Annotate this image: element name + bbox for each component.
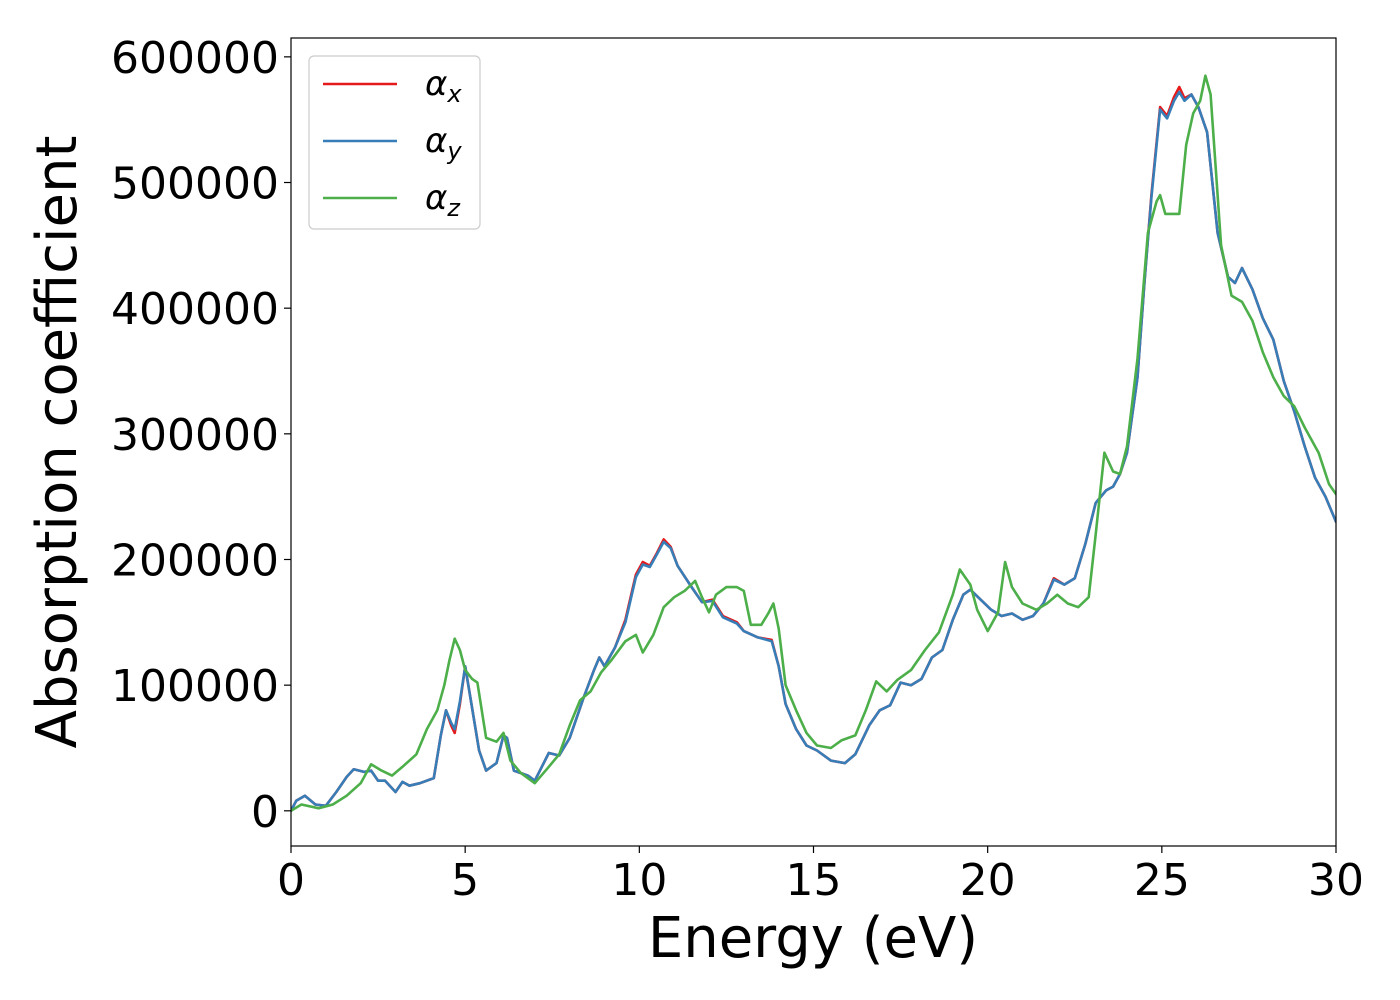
y-tick-label: 400000 [111,284,279,335]
legend-subscript: y [446,137,462,165]
series-layer [291,74,1336,813]
x-axis-title: Energy (eV) [648,906,978,971]
legend-subscript: x [446,80,462,108]
legend-label-x: αx [425,64,462,108]
y-tick-label: 600000 [111,33,279,84]
legend-box [308,55,481,230]
y-tick-label: 300000 [111,410,279,461]
legend-label-y: αy [425,121,462,165]
x-tick-label: 10 [611,855,667,906]
legend-label-z: αz [425,178,461,222]
y-tick-label: 0 [251,787,279,838]
y-tick-label: 500000 [111,159,279,210]
legend-symbol: α [425,64,447,104]
x-tick-label: 20 [960,855,1016,906]
legend-symbol: α [425,178,447,218]
x-tick-label: 30 [1308,855,1364,906]
series-line-y [291,90,1336,813]
x-tick-label: 0 [277,855,305,906]
x-axis-ticks: 0 5 10 15 20 25 30 [277,846,1364,906]
x-tick-label: 15 [786,855,842,906]
x-tick-label: 25 [1134,855,1190,906]
y-axis-title: Absorption coefficient [25,136,90,749]
y-tick-label: 200000 [111,535,279,586]
series-line-z [291,74,1336,813]
legend-symbol: α [425,121,447,161]
legend-subscript: z [446,194,461,222]
y-tick-label: 100000 [111,661,279,712]
x-tick-label: 5 [451,855,479,906]
y-axis-ticks: 0 100000 200000 300000 400000 500000 600000 [111,33,291,838]
